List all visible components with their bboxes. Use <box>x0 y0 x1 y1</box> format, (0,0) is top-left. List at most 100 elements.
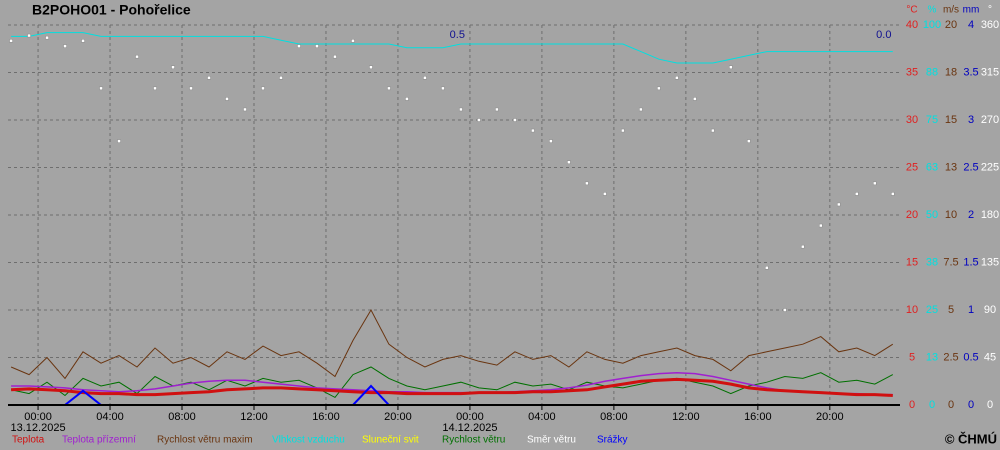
y-tick-label: 0 <box>968 399 974 411</box>
y-tick-label: 63 <box>926 161 938 173</box>
direction-dot <box>225 97 229 101</box>
direction-dot <box>801 244 805 249</box>
direction-dot <box>711 128 715 133</box>
y-tick-label: 1 <box>968 304 974 316</box>
x-tick-label: 08:00 <box>168 411 196 423</box>
x-tick-label: 00:00 <box>24 411 52 423</box>
x-tick-label: 00:00 <box>456 411 484 423</box>
y-tick-label: 5 <box>948 304 954 316</box>
direction-dot <box>513 118 517 122</box>
direction-dot <box>45 35 49 40</box>
direction-dot <box>351 39 355 43</box>
y-tick-label: 4 <box>968 19 974 31</box>
direction-dot <box>315 44 319 48</box>
y-tick-label: 7.5 <box>943 256 958 268</box>
direction-dot <box>639 107 643 112</box>
direction-dot <box>117 139 121 143</box>
direction-dot <box>99 86 103 91</box>
x-tick-label: 12:00 <box>672 411 700 423</box>
y-tick-label: 3.5 <box>963 66 978 78</box>
y-tick-label: 0.5 <box>963 351 978 363</box>
y-tick-label: 40 <box>906 19 918 31</box>
axis-unit: m/s <box>943 5 959 16</box>
y-tick-label: 88 <box>926 66 938 78</box>
direction-dot <box>387 86 391 91</box>
y-tick-label: 25 <box>926 304 938 316</box>
direction-dot <box>405 97 409 101</box>
direction-dot <box>621 128 625 133</box>
y-tick-label: 1.5 <box>963 256 978 268</box>
y-tick-label: 18 <box>945 66 957 78</box>
direction-dot <box>765 266 769 270</box>
legend-entry: Teplota <box>12 435 45 446</box>
y-tick-label: 0 <box>909 399 915 411</box>
axis-unit: °C <box>906 5 917 16</box>
direction-dot <box>333 54 337 59</box>
direction-dot <box>369 65 373 69</box>
x-tick-label: 04:00 <box>96 411 124 423</box>
legend-entry: Směr větru <box>527 435 576 446</box>
direction-dot <box>729 65 733 69</box>
direction-dot <box>459 107 463 112</box>
y-tick-label: 2.5 <box>963 161 978 173</box>
y-tick-label: 225 <box>981 161 999 173</box>
direction-dot <box>693 97 697 101</box>
y-tick-label: 35 <box>906 66 918 78</box>
series-line <box>11 32 893 64</box>
direction-dot <box>423 76 427 80</box>
annotation: 0.0 <box>876 29 891 41</box>
series-line <box>11 377 893 397</box>
y-tick-label: 15 <box>945 114 957 126</box>
y-tick-label: 180 <box>981 209 999 221</box>
y-tick-label: 2.5 <box>943 351 958 363</box>
x-tick-label: 08:00 <box>600 411 628 423</box>
legend-entry: Sluneční svit <box>362 435 419 446</box>
direction-dot <box>585 181 589 186</box>
legend-entry: Teplota přízemní <box>62 435 136 446</box>
y-tick-label: 20 <box>906 209 918 221</box>
date-label: 13.12.2025 <box>11 422 66 434</box>
y-tick-label: 0 <box>948 399 954 411</box>
y-tick-label: 13 <box>926 351 938 363</box>
y-tick-label: 0 <box>929 399 935 411</box>
x-tick-label: 12:00 <box>240 411 268 423</box>
legend-entry: Vlhkost vzduchu <box>272 435 345 446</box>
direction-dot <box>261 86 265 91</box>
chart-title: B2POHO01 - Pohořelice <box>32 2 191 18</box>
y-tick-label: 25 <box>906 161 918 173</box>
y-tick-label: 5 <box>909 351 915 363</box>
direction-dot <box>63 44 67 48</box>
y-tick-label: 20 <box>945 19 957 31</box>
annotation: 0.5 <box>450 29 465 41</box>
y-tick-label: 3 <box>968 114 974 126</box>
direction-dot <box>279 76 283 80</box>
axis-unit: mm <box>963 5 980 16</box>
direction-dot <box>9 39 13 43</box>
y-tick-label: 10 <box>906 304 918 316</box>
y-tick-label: 135 <box>981 256 999 268</box>
direction-dot <box>783 308 787 312</box>
y-tick-label: 0 <box>987 399 993 411</box>
x-tick-label: 16:00 <box>312 411 340 423</box>
y-tick-label: 100 <box>923 19 941 31</box>
direction-dot <box>567 160 571 164</box>
x-tick-label: 20:00 <box>816 411 844 423</box>
series-line <box>10 308 894 380</box>
direction-dot <box>441 86 445 91</box>
legend-entry: Rychlost větru maxim <box>157 435 253 446</box>
y-tick-label: 315 <box>981 66 999 78</box>
direction-dot <box>531 128 535 133</box>
y-tick-label: 38 <box>926 256 938 268</box>
y-tick-label: 2 <box>968 209 974 221</box>
direction-dot <box>207 76 211 80</box>
direction-dot <box>81 39 85 43</box>
direction-dot <box>891 192 895 196</box>
direction-dot <box>153 86 157 91</box>
direction-dot <box>603 192 607 196</box>
y-tick-label: 270 <box>981 114 999 126</box>
y-tick-label: 45 <box>984 351 996 363</box>
legend-entry: Srážky <box>597 435 628 446</box>
y-tick-label: 360 <box>981 19 999 31</box>
date-label: 14.12.2025 <box>442 422 497 434</box>
direction-dot <box>297 44 301 48</box>
